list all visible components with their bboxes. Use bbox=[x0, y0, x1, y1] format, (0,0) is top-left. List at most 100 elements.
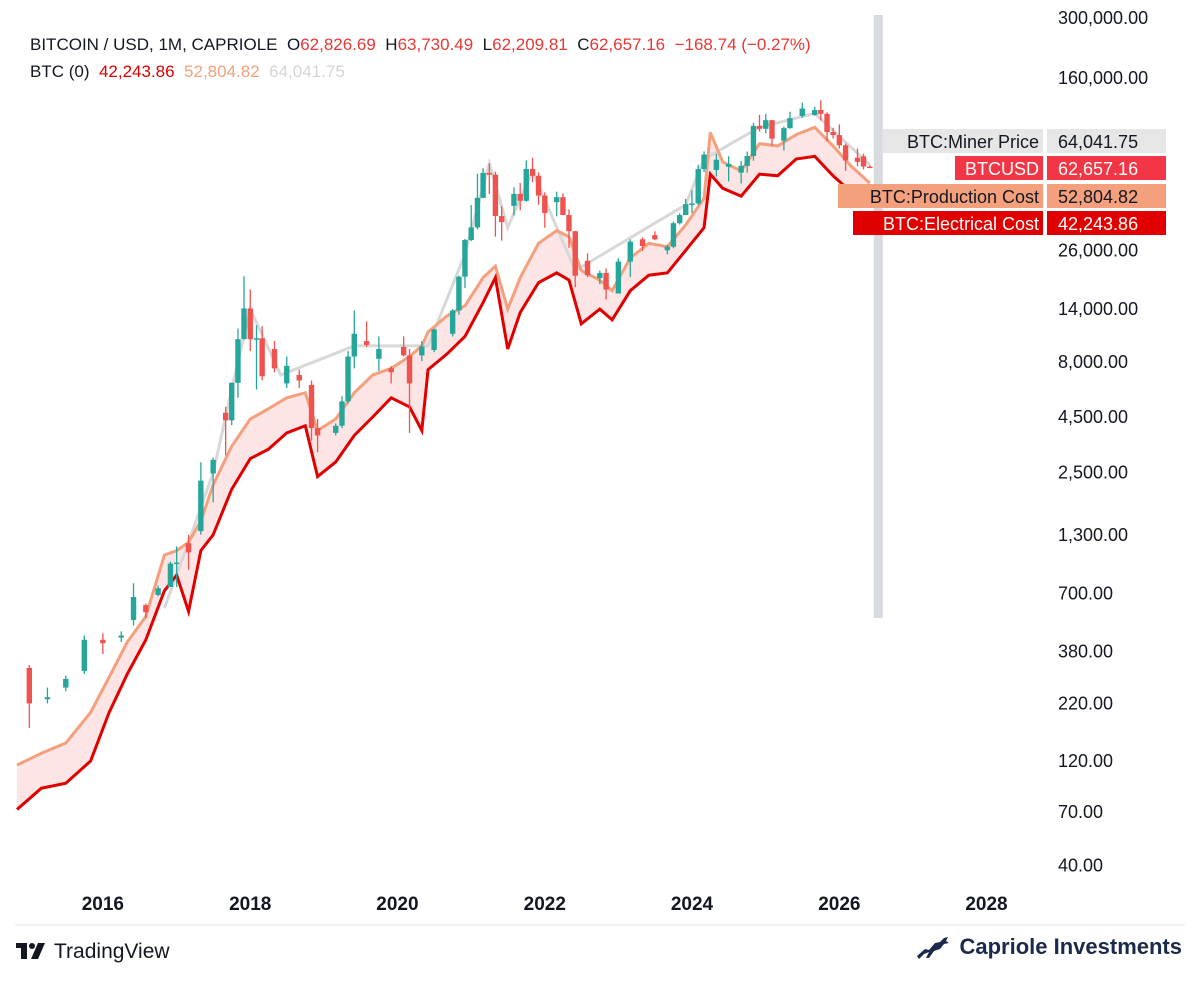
candle-body bbox=[486, 172, 493, 175]
candle-body bbox=[462, 239, 468, 277]
candle-body bbox=[345, 356, 351, 402]
y-tick-label: 120.00 bbox=[1058, 751, 1113, 771]
candle-body bbox=[308, 384, 315, 429]
y-tick-label: 220.00 bbox=[1058, 693, 1113, 713]
candle-body bbox=[523, 168, 529, 201]
candle-body bbox=[725, 163, 732, 167]
chart-svg[interactable]: 300,000.00 160,000.00 26,000.00 14,000.00 8,… bbox=[0, 0, 1200, 935]
price-tag-name: BTC:Miner Price bbox=[907, 132, 1039, 152]
candle-body bbox=[738, 165, 744, 173]
price-tag-name-bg bbox=[955, 156, 1043, 180]
candle-body bbox=[787, 118, 793, 129]
price-tag-value: 62,657.16 bbox=[1058, 159, 1138, 179]
y-tick-label: 26,000.00 bbox=[1058, 240, 1138, 260]
candle-body bbox=[474, 197, 481, 228]
price-tag-name: BTC:Electrical Cost bbox=[883, 214, 1039, 234]
candle-body bbox=[695, 169, 701, 204]
candle-body bbox=[529, 168, 536, 176]
candle-body bbox=[683, 204, 689, 216]
candle-body bbox=[763, 120, 769, 129]
candle-body bbox=[376, 348, 382, 359]
candle-body bbox=[615, 261, 622, 294]
candle-body bbox=[222, 412, 229, 421]
candle-body bbox=[639, 239, 646, 247]
candle-body bbox=[860, 156, 867, 167]
candle-body bbox=[26, 667, 32, 704]
x-tick-label: 2018 bbox=[229, 894, 271, 915]
candle-body bbox=[198, 480, 204, 532]
candle-body bbox=[842, 145, 849, 161]
candle-body bbox=[535, 175, 542, 196]
y-tick-label: 4,500.00 bbox=[1058, 407, 1128, 427]
candle-body bbox=[542, 195, 548, 214]
candle-body bbox=[492, 174, 499, 217]
tradingview-brand[interactable]: TradingView bbox=[16, 940, 170, 964]
y-tick-label: 700.00 bbox=[1058, 584, 1113, 604]
candle-body bbox=[830, 132, 836, 136]
candle-body bbox=[812, 109, 818, 115]
x-tick-label: 2024 bbox=[671, 894, 714, 915]
crosshair-bar bbox=[873, 15, 883, 618]
price-tag-name: BTCUSD bbox=[965, 159, 1039, 179]
candle-body bbox=[81, 639, 88, 671]
y-tick-label: 14,000.00 bbox=[1058, 299, 1138, 319]
legend-low: 62,209.81 bbox=[492, 35, 568, 54]
horse-logo-icon bbox=[917, 937, 950, 959]
capriole-brand: Capriole Investments bbox=[915, 934, 1182, 960]
candle-body bbox=[456, 276, 462, 311]
y-tick-label: 300,000.00 bbox=[1058, 8, 1148, 28]
candle-body bbox=[143, 605, 149, 613]
legend-change: −168.74 (−0.27%) bbox=[674, 35, 811, 54]
y-tick-label: 160,000.00 bbox=[1058, 68, 1148, 88]
legend-production-value: 52,804.82 bbox=[184, 62, 260, 81]
y-tick-label: 1,300.00 bbox=[1058, 525, 1128, 545]
legend-close: 62,657.16 bbox=[589, 35, 666, 54]
candle-body bbox=[664, 246, 671, 251]
candle-body bbox=[553, 197, 560, 203]
candle-body bbox=[431, 329, 437, 351]
legend-electrical-value: 42,243.86 bbox=[98, 62, 175, 81]
candle-body bbox=[750, 125, 757, 157]
price-tag-value-bg bbox=[1047, 129, 1166, 153]
price-tag-name-bg bbox=[883, 129, 1043, 153]
candle-body bbox=[363, 341, 370, 345]
y-tick-label: 70.00 bbox=[1058, 802, 1103, 822]
candle-body bbox=[247, 308, 253, 340]
candle-body bbox=[603, 272, 609, 290]
chart-area[interactable]: 300,000.00 160,000.00 26,000.00 14,000.00 8,… bbox=[0, 0, 1200, 935]
legend-ohlc: BITCOIN / USD, 1M, CAPRIOLE O62,826.69 H… bbox=[30, 35, 811, 55]
candle-body bbox=[351, 333, 357, 357]
tradingview-label: TradingView bbox=[54, 940, 170, 963]
candle-body bbox=[824, 113, 830, 133]
candle-body bbox=[229, 382, 235, 421]
y-tick-label: 2,500.00 bbox=[1058, 463, 1128, 483]
tradingview-logo-icon bbox=[16, 943, 45, 959]
candle-body bbox=[333, 425, 339, 433]
candle-body bbox=[781, 128, 787, 141]
legend-indicator: BTC (0) 42,243.86 52,804.82 64,041.75 bbox=[30, 62, 345, 82]
candle-body bbox=[676, 215, 683, 224]
x-tick-label: 2016 bbox=[82, 894, 124, 915]
candle-body bbox=[155, 588, 161, 595]
candle-body bbox=[400, 346, 407, 356]
cost-band bbox=[17, 127, 870, 810]
candle-body bbox=[210, 459, 216, 474]
candle-body bbox=[511, 193, 517, 206]
candle-body bbox=[627, 241, 633, 262]
candle-body bbox=[235, 339, 241, 383]
price-tag-value: 42,243.86 bbox=[1058, 214, 1138, 234]
legend-miner-value: 64,041.75 bbox=[269, 62, 345, 81]
candle-body bbox=[468, 227, 474, 240]
price-tag-name-bg bbox=[853, 211, 1043, 235]
candle-body bbox=[241, 308, 247, 340]
candle-body bbox=[517, 193, 523, 201]
candle-body bbox=[185, 543, 192, 553]
price-tag-value: 64,041.75 bbox=[1058, 132, 1138, 152]
candle-body bbox=[836, 135, 843, 146]
candle-body bbox=[572, 231, 578, 276]
candle-body bbox=[713, 159, 720, 170]
candle-body bbox=[419, 346, 425, 356]
candle-body bbox=[271, 348, 278, 369]
candle-body bbox=[701, 154, 707, 170]
candle-body bbox=[167, 563, 174, 588]
